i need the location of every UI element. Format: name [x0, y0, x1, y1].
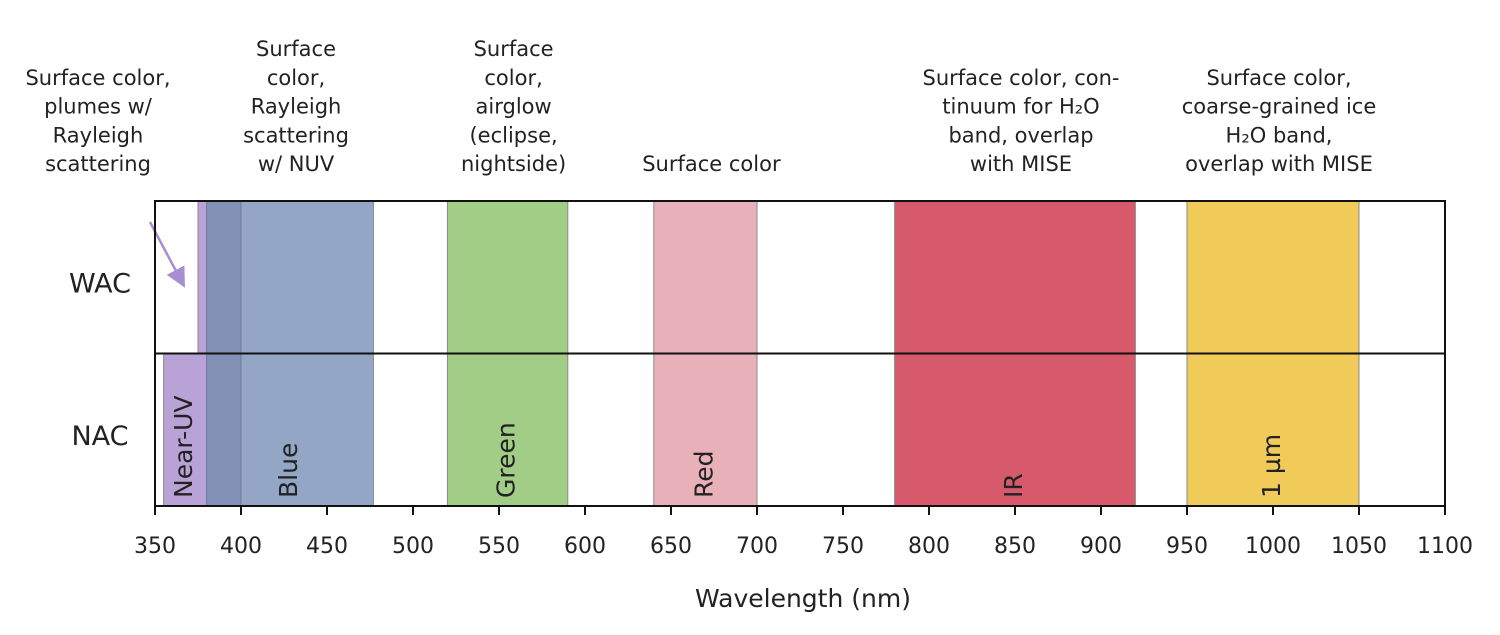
band [894, 353, 1136, 507]
x-tick-label: 500 [392, 534, 434, 559]
band-annotation: color, [484, 66, 542, 90]
band-label: Blue [274, 443, 303, 498]
x-tick-label: 800 [908, 534, 950, 559]
band-annotation: Surface color [642, 152, 781, 176]
band-annotation: with MISE [970, 152, 1072, 176]
band-annotation: Rayleigh [251, 95, 342, 119]
band-annotation: coarse-grained ice [1182, 95, 1377, 119]
band-overlap [206, 353, 242, 507]
band-annotation: Surface [474, 37, 554, 61]
band [1186, 200, 1360, 354]
band-annotation: Surface color, [25, 66, 170, 90]
x-tick-label: 650 [650, 534, 692, 559]
band-annotation: scattering [243, 123, 349, 147]
x-axis-label: Wavelength (nm) [695, 584, 911, 613]
band-annotation: color, [267, 66, 325, 90]
band-overlap [206, 200, 242, 354]
band-annotation: airglow [476, 95, 552, 119]
band-annotation: band, overlap [948, 123, 1093, 147]
band [894, 200, 1136, 354]
row-label: NAC [71, 421, 128, 452]
band [446, 353, 569, 507]
band-annotation: tinuum for H₂O [942, 95, 1099, 119]
band-label: Near-UV [169, 395, 198, 498]
band-annotation: w/ NUV [258, 152, 335, 176]
x-tick-label: 850 [994, 534, 1036, 559]
x-tick-label: 600 [564, 534, 606, 559]
bands [163, 200, 1360, 507]
band-annotation: plumes w/ [44, 95, 153, 119]
x-tick-label: 950 [1166, 534, 1208, 559]
band-annotation: Surface color, [1206, 66, 1351, 90]
row-label: WAC [69, 268, 131, 299]
x-tick-label: 1000 [1245, 534, 1301, 559]
band [1186, 353, 1360, 507]
x-tick-label: 750 [822, 534, 864, 559]
x-tick-label: 350 [134, 534, 176, 559]
x-tick-label: 1050 [1331, 534, 1387, 559]
band-annotation: Surface color, con- [922, 66, 1119, 90]
x-tick-label: 700 [736, 534, 778, 559]
x-tick-label: 1100 [1417, 534, 1473, 559]
x-tick-label: 450 [306, 534, 348, 559]
band [653, 200, 758, 354]
band-label: Green [492, 422, 521, 498]
x-tick-label: 900 [1080, 534, 1122, 559]
band-annotation: H₂O band, [1226, 123, 1333, 147]
band-annotation: scattering [45, 152, 151, 176]
x-tick-label: 550 [478, 534, 520, 559]
band [446, 200, 569, 354]
band-label: IR [999, 473, 1028, 498]
band-label: 1 µm [1257, 434, 1286, 498]
band-annotation: overlap with MISE [1185, 152, 1373, 176]
band [653, 353, 758, 507]
band-annotation: (eclipse, [469, 123, 557, 147]
band-annotation: nightside) [461, 152, 566, 176]
band-label: Red [689, 451, 718, 499]
band-annotation: Rayleigh [53, 123, 144, 147]
band-annotation: Surface [256, 37, 336, 61]
x-tick-label: 400 [220, 534, 262, 559]
